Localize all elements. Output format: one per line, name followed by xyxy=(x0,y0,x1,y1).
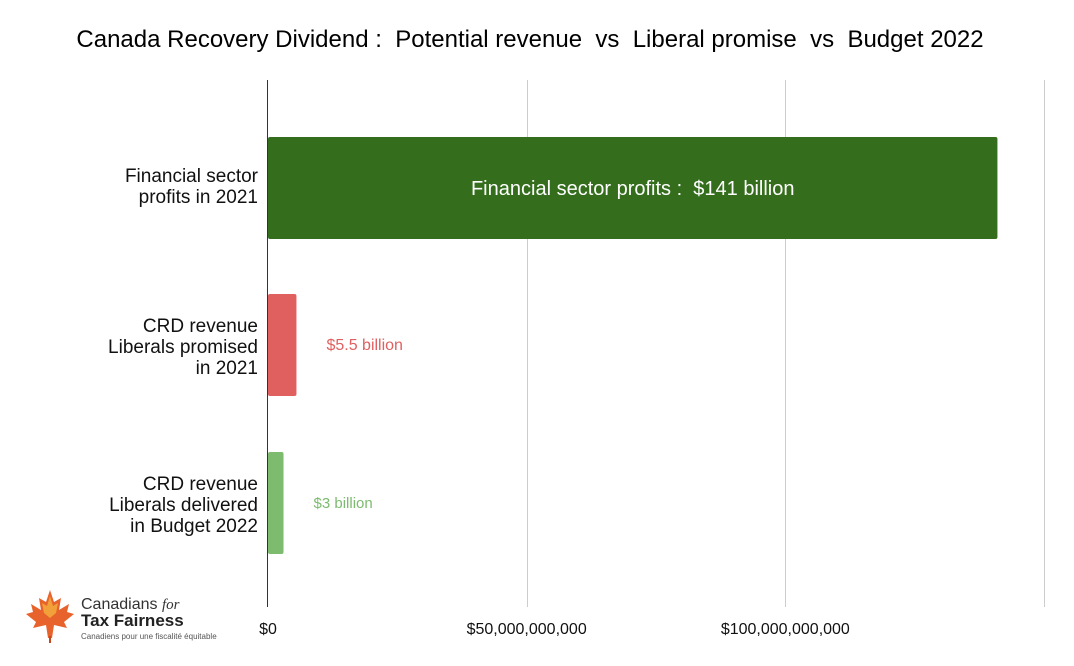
x-tick-label: $100,000,000,000 xyxy=(721,621,850,638)
logo-tagline: Canadiens pour une fiscalité équitable xyxy=(81,632,217,641)
logo-line-1: Canadians for xyxy=(81,596,180,613)
chart-title: Canada Recovery Dividend : Potential rev… xyxy=(76,26,984,53)
data-label: Financial sector profits : $141 billion xyxy=(471,178,795,200)
data-label: $5.5 billion xyxy=(326,337,403,354)
category-label: Financial sector profits in 2021 xyxy=(124,166,258,208)
bar xyxy=(268,452,284,554)
maple-leaf-icon xyxy=(26,590,74,643)
category-label: CRD revenue Liberals promised in 2021 xyxy=(108,316,258,379)
canadians-for-tax-fairness-logo: Canadians for Tax Fairness Canadiens pou… xyxy=(24,588,244,648)
bar xyxy=(268,294,297,396)
data-label: $3 billion xyxy=(314,495,373,512)
x-tick-label: $50,000,000,000 xyxy=(467,621,587,638)
logo-line-2: Tax Fairness xyxy=(81,611,184,630)
category-label: CRD revenue Liberals delivered in Budget… xyxy=(109,474,258,537)
bar xyxy=(268,137,998,239)
x-tick-label: $0 xyxy=(259,621,277,638)
